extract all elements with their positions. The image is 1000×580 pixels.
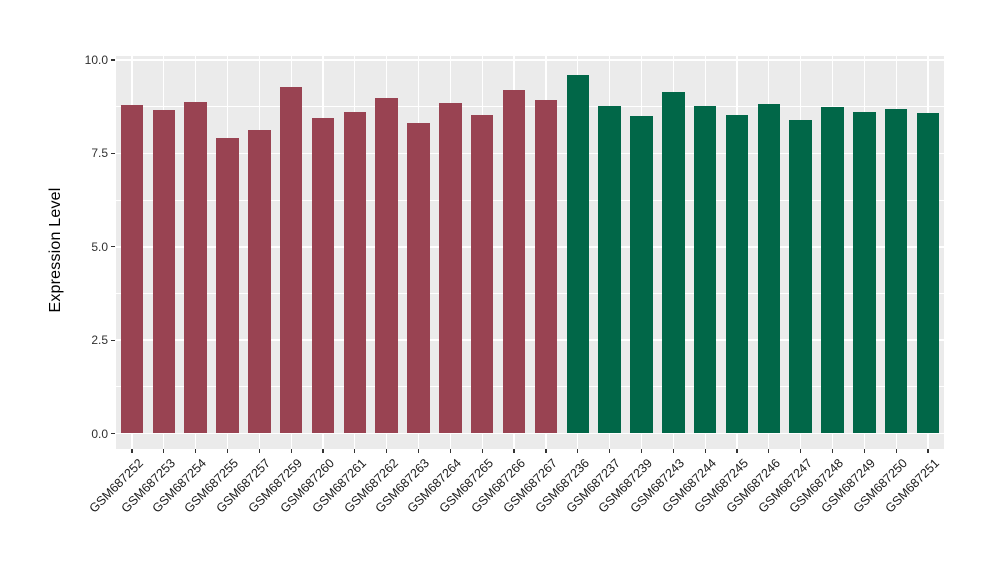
y-tick-label: 0.0	[91, 426, 108, 441]
y-tick-mark	[111, 152, 115, 154]
bar	[120, 104, 144, 434]
x-tick-mark	[322, 449, 324, 453]
bar	[566, 74, 590, 434]
y-tick-label: 7.5	[91, 146, 108, 161]
bar	[502, 89, 526, 434]
y-tick-mark	[111, 432, 115, 435]
x-tick-mark	[736, 449, 738, 453]
x-tick-mark	[290, 449, 292, 453]
y-gridline-major	[116, 339, 944, 341]
x-tick-mark	[226, 449, 229, 453]
y-tick-label: 5.0	[91, 239, 108, 254]
bar	[916, 112, 940, 434]
x-tick-mark	[545, 449, 547, 453]
x-tick-mark	[609, 449, 611, 453]
bar	[821, 107, 844, 434]
x-tick-mark	[131, 449, 133, 453]
x-tick-mark	[863, 449, 865, 453]
bar	[184, 101, 207, 434]
x-tick-mark	[704, 449, 706, 453]
x-tick-mark	[672, 449, 674, 453]
bar	[534, 99, 558, 434]
x-tick-mark	[417, 449, 420, 453]
x-tick-mark	[513, 449, 515, 453]
bar	[662, 92, 685, 434]
bar	[279, 87, 303, 434]
bar	[248, 130, 271, 434]
y-tick-label: 2.5	[91, 333, 108, 348]
y-gridline-major	[116, 59, 944, 61]
bar	[343, 111, 367, 434]
y-tick-mark	[111, 246, 115, 248]
bar	[311, 117, 335, 434]
x-tick-mark	[163, 449, 165, 453]
x-tick-mark	[895, 449, 897, 453]
x-tick-mark	[577, 449, 579, 453]
x-tick-mark	[640, 449, 643, 453]
bar	[853, 111, 876, 434]
y-gridline-minor	[116, 199, 944, 201]
y-gridline-minor	[116, 293, 944, 294]
x-tick-mark	[927, 449, 929, 453]
y-gridline-major	[116, 246, 944, 248]
y-tick-mark	[111, 339, 115, 341]
bar	[725, 114, 749, 434]
bar	[407, 123, 430, 434]
bar	[375, 98, 398, 434]
x-tick-mark	[768, 449, 770, 453]
bar	[598, 106, 621, 434]
y-gridline-major	[116, 432, 944, 435]
bar	[757, 104, 781, 434]
x-tick-mark	[195, 449, 197, 453]
x-tick-mark	[354, 449, 356, 453]
x-tick-mark	[800, 449, 802, 453]
bar	[630, 116, 653, 434]
x-tick-mark	[386, 449, 388, 453]
bar	[884, 109, 908, 434]
y-gridline-minor	[116, 386, 944, 388]
plot-panel	[116, 56, 944, 449]
bar	[152, 110, 176, 434]
bar	[439, 103, 462, 434]
x-tick-mark	[258, 449, 260, 453]
bar	[789, 120, 812, 434]
y-gridline-minor	[116, 106, 944, 108]
bar	[216, 137, 239, 434]
x-tick-mark	[449, 449, 451, 453]
y-tick-mark	[111, 59, 115, 61]
x-tick-mark	[831, 449, 834, 453]
y-gridline-major	[116, 152, 944, 155]
bar	[470, 114, 494, 434]
bar	[693, 106, 717, 434]
y-tick-label: 10.0	[84, 53, 108, 67]
x-tick-mark	[481, 449, 483, 453]
